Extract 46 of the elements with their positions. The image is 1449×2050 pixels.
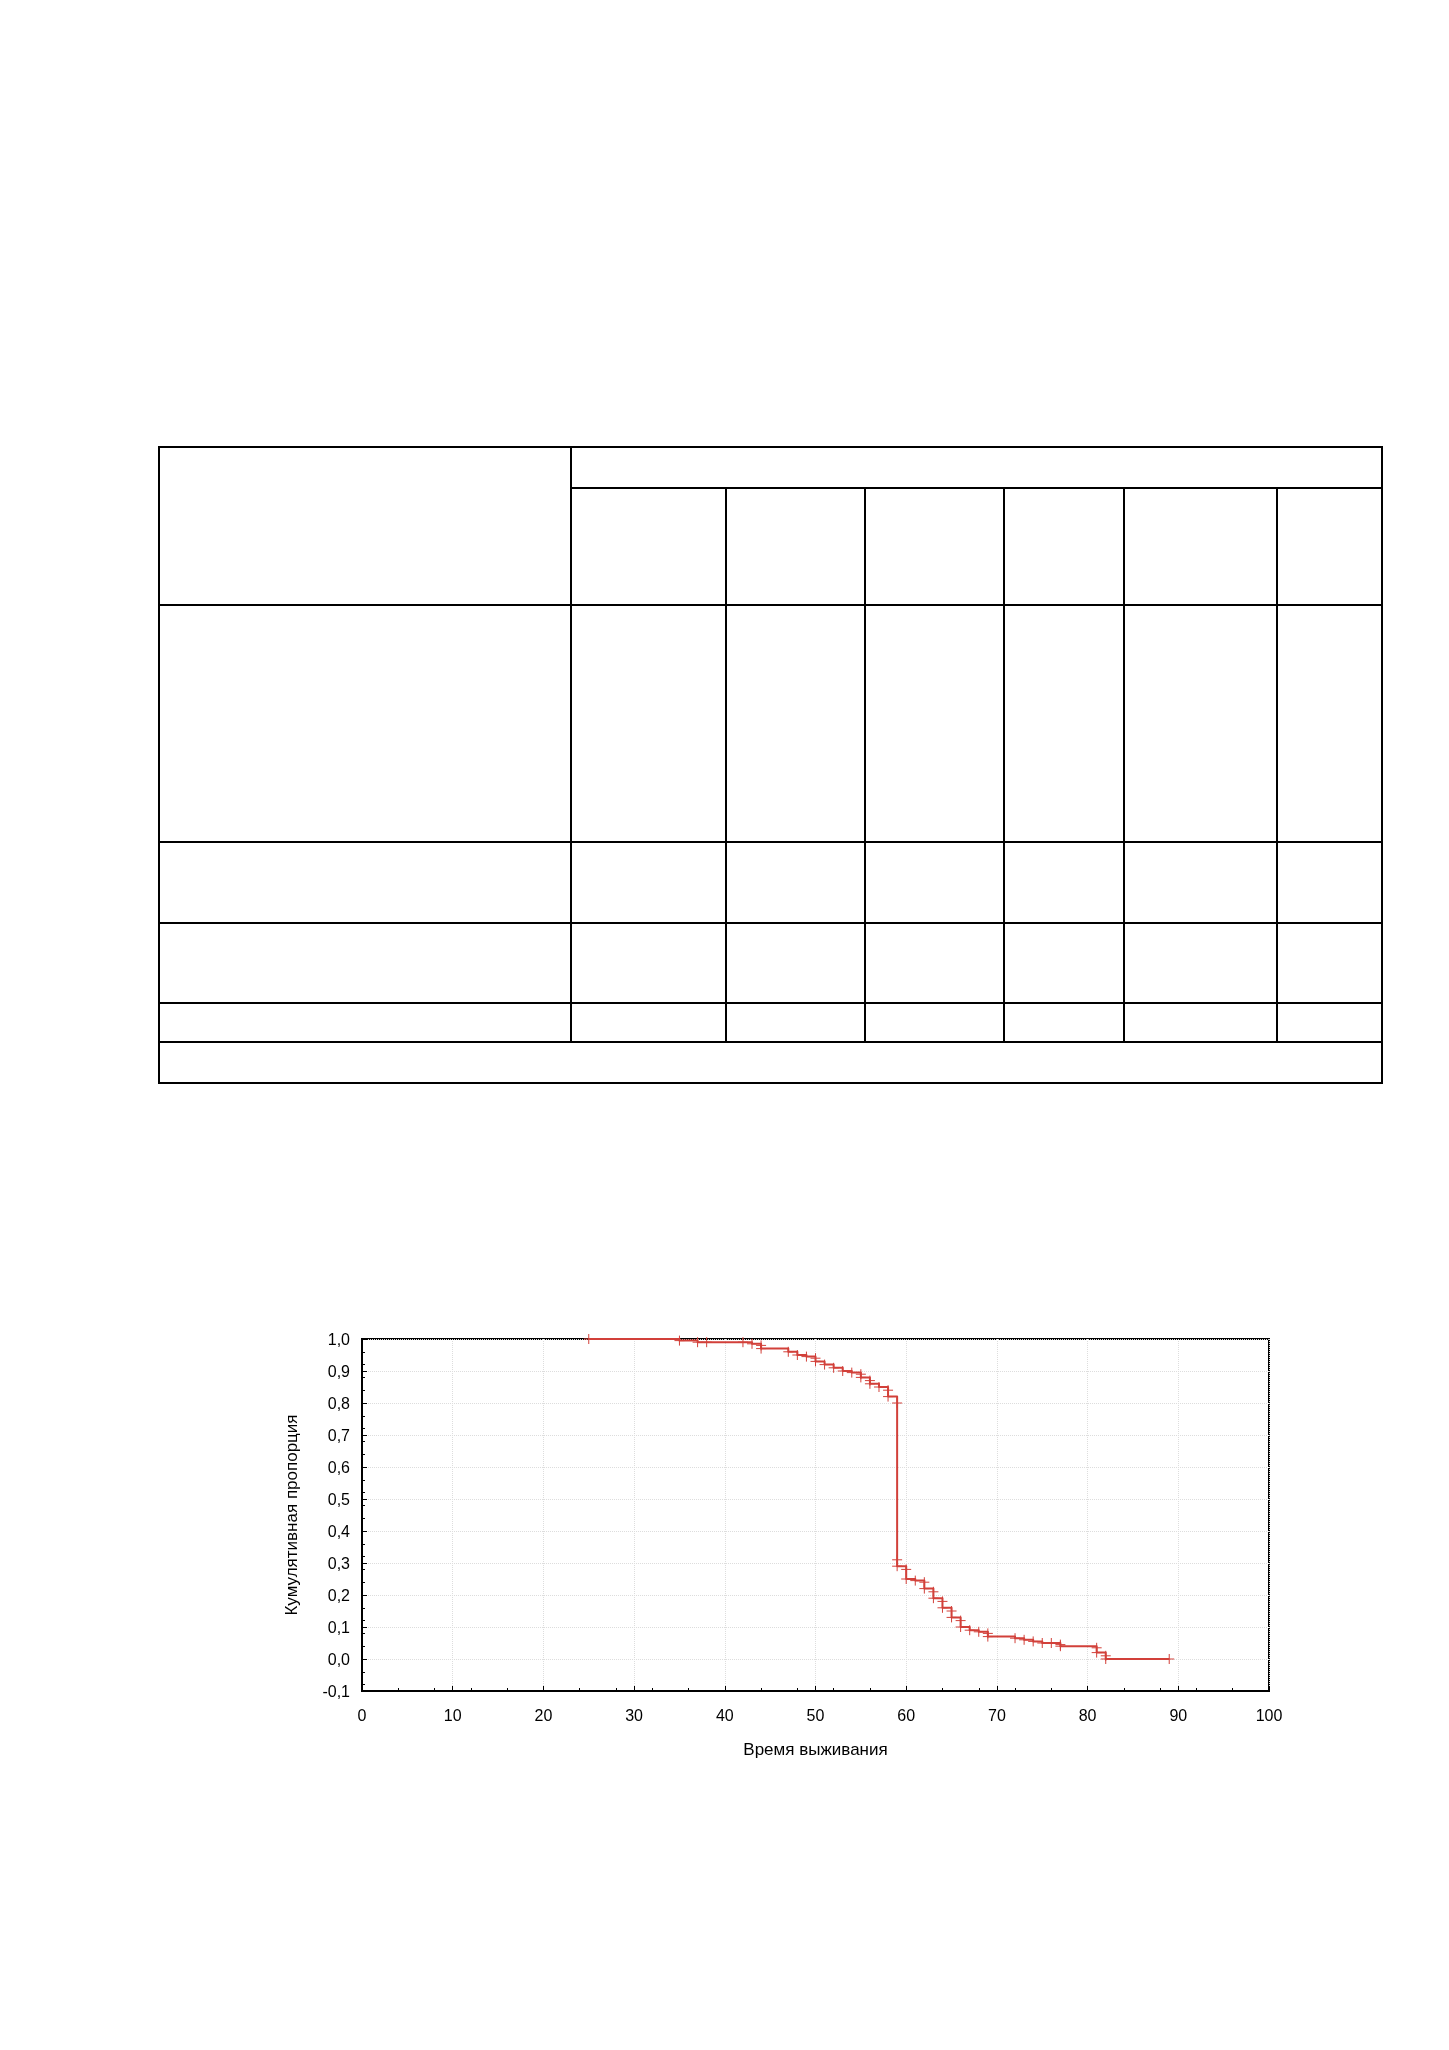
- y-tick-label: -0,1: [322, 1682, 351, 1700]
- x-axis-title: Время выживания: [743, 1740, 888, 1759]
- point: [701, 1336, 713, 1348]
- y-tick-label: 0,8: [327, 1394, 351, 1412]
- point: [737, 1336, 749, 1348]
- x-tick-label: 10: [443, 1706, 462, 1724]
- x-tick-label: 0: [357, 1706, 367, 1724]
- point: [1091, 1647, 1103, 1659]
- point: [1018, 1634, 1030, 1646]
- point: [964, 1624, 976, 1636]
- point: [1027, 1635, 1039, 1647]
- y-axis-title: Кумулятивная пропорция: [282, 1414, 301, 1616]
- point: [819, 1359, 831, 1371]
- x-tick-label: 30: [625, 1706, 644, 1724]
- y-tick-label: 0,6: [327, 1458, 351, 1476]
- y-tick-label: 1,0: [327, 1330, 351, 1348]
- point: [800, 1351, 812, 1363]
- y-tick-label: 0,0: [327, 1650, 351, 1668]
- point: [909, 1575, 921, 1587]
- point: [982, 1631, 994, 1643]
- point: [692, 1336, 704, 1348]
- y-tick-label: 0,5: [327, 1490, 351, 1508]
- y-tick-label: 0,2: [327, 1586, 351, 1604]
- x-tick-label: 20: [534, 1706, 553, 1724]
- point: [828, 1362, 840, 1374]
- x-tick-label: 80: [1078, 1706, 1097, 1724]
- point: [891, 1397, 903, 1409]
- point: [746, 1338, 758, 1350]
- point: [918, 1583, 930, 1595]
- point: [673, 1335, 685, 1347]
- point: [973, 1626, 985, 1638]
- x-tick-label: 70: [988, 1706, 1006, 1724]
- x-tick-label: 100: [1255, 1706, 1283, 1724]
- point: [900, 1563, 912, 1575]
- y-tick-label: 0,3: [327, 1554, 351, 1572]
- y-tick-label: 0,1: [327, 1618, 351, 1636]
- y-tick-label: 0,4: [327, 1522, 351, 1540]
- point: [782, 1346, 794, 1358]
- x-tick-label: 40: [715, 1706, 734, 1724]
- x-tick-label: 90: [1169, 1706, 1188, 1724]
- y-tick-label: 0,7: [327, 1426, 351, 1444]
- y-tick-label: 0,9: [327, 1362, 351, 1380]
- x-tick-label: 50: [806, 1706, 825, 1724]
- point: [927, 1592, 939, 1604]
- point: [1009, 1632, 1021, 1644]
- x-tick-label: 60: [897, 1706, 916, 1724]
